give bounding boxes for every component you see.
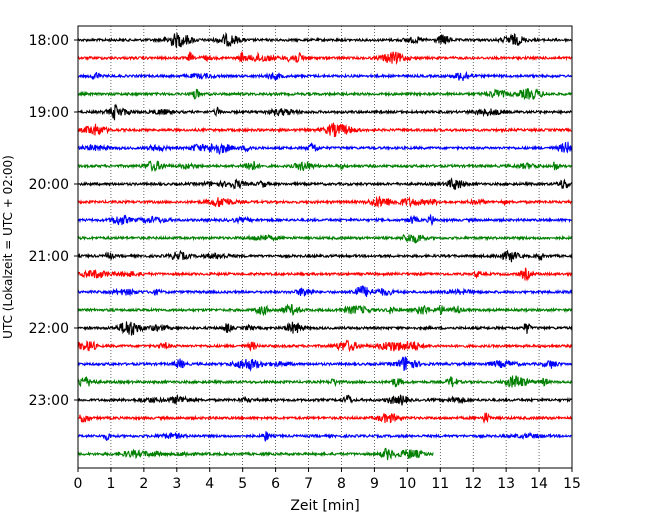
trace-1830 [77, 70, 573, 81]
y-tick-label-1800: 18:00 [29, 33, 69, 49]
x-tick-label-3: 3 [172, 476, 181, 492]
trace-1915 [77, 122, 573, 138]
trace-1800 [77, 31, 573, 49]
y-tick-label-2000: 20:00 [29, 177, 69, 193]
x-tick-label-10: 10 [398, 476, 416, 492]
trace-2045 [77, 233, 573, 244]
x-tick-label-15: 15 [563, 476, 581, 492]
y-tick-label-2200: 22:00 [29, 321, 69, 337]
y-axis-ticks: 18:00 19:00 20:00 21:00 22:00 23:00 [29, 33, 78, 409]
x-tick-label-4: 4 [205, 476, 214, 492]
trace-2200 [77, 321, 573, 336]
trace-2100 [77, 249, 573, 263]
trace-2315 [77, 412, 573, 425]
y-tick-label-2100: 21:00 [29, 249, 69, 265]
trace-2215 [77, 339, 573, 353]
x-axis-label: Zeit [min] [290, 498, 359, 514]
x-tick-label-11: 11 [431, 476, 449, 492]
trace-2000 [77, 177, 573, 191]
trace-2345 [77, 447, 434, 461]
x-tick-label-8: 8 [337, 476, 346, 492]
trace-2230 [77, 356, 573, 373]
seismogram-traces [77, 31, 573, 461]
x-tick-label-12: 12 [464, 476, 482, 492]
y-tick-label-2300: 23:00 [29, 393, 69, 409]
x-axis-ticks: 0 1 2 3 4 5 6 7 8 9 10 11 12 13 14 15 [74, 468, 581, 492]
trace-2030 [77, 214, 573, 227]
y-axis-label: UTC (Lokalzeit = UTC + 02:00) [1, 155, 15, 339]
trace-1930 [77, 141, 573, 155]
x-tick-label-1: 1 [106, 476, 115, 492]
x-tick-label-0: 0 [74, 476, 83, 492]
trace-2115 [77, 267, 573, 282]
trace-2300 [77, 393, 573, 406]
trace-2330 [77, 431, 573, 442]
trace-2245 [77, 375, 573, 388]
x-tick-label-7: 7 [304, 476, 313, 492]
trace-2130 [77, 285, 573, 297]
x-tick-label-13: 13 [497, 476, 515, 492]
trace-1945 [77, 160, 573, 173]
plot-frame [77, 25, 573, 469]
y-tick-label-1900: 19:00 [29, 105, 69, 121]
x-tick-label-2: 2 [139, 476, 148, 492]
x-tick-label-5: 5 [238, 476, 247, 492]
x-tick-label-6: 6 [271, 476, 280, 492]
x-tick-label-14: 14 [530, 476, 548, 492]
trace-1900 [77, 103, 573, 121]
x-tick-label-9: 9 [370, 476, 379, 492]
trace-1815 [77, 50, 573, 65]
trace-1845 [77, 87, 573, 101]
trace-2015 [77, 195, 573, 209]
trace-2145 [77, 303, 573, 317]
